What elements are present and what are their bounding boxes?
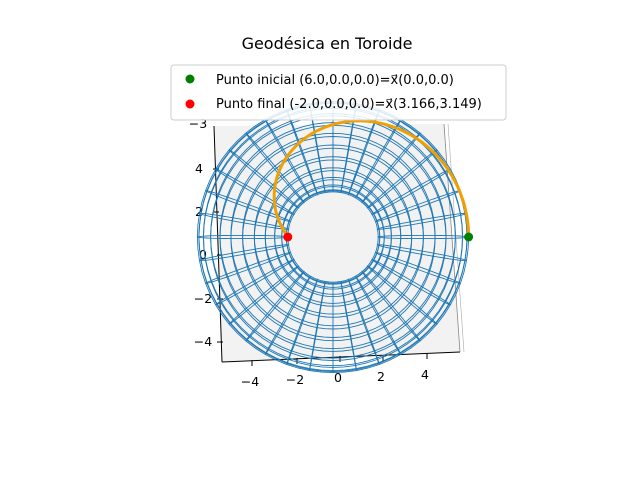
wire-parallel	[264, 170, 402, 307]
wire-parallel	[242, 147, 424, 330]
y-tick-label: 2	[195, 204, 203, 219]
x-tick-label: 2	[377, 369, 385, 384]
wire-parallel	[274, 179, 392, 298]
y-tick-label: 0	[199, 247, 207, 262]
y-tick-label: −2	[194, 291, 212, 306]
legend-label-end: Punto final (-2.0,0.0,0.0)=x⃗(3.166,3.14…	[216, 97, 482, 112]
y-axis-line	[213, 125, 223, 363]
wire-parallel	[203, 107, 463, 368]
wire-parallel	[198, 102, 468, 372]
wire-parallel	[281, 186, 385, 290]
y-tick-label: 4	[195, 161, 203, 176]
geodesic-path	[272, 119, 471, 240]
legend-marker-end	[185, 99, 195, 109]
end-point	[283, 232, 293, 242]
start-point	[464, 232, 474, 242]
x-tick-label: 0	[334, 370, 342, 385]
chart-title: Geodésica en Toroide	[242, 34, 413, 53]
legend-label-start: Punto inicial (6.0,0.0,0.0)=x⃗(0.0,0.0)	[216, 73, 454, 88]
wire-parallel	[210, 115, 456, 361]
y-tick-label: −4	[194, 334, 212, 349]
geodesic-path-group	[272, 119, 471, 240]
wire-parallel	[230, 136, 436, 342]
x-tick-label: 4	[421, 367, 429, 382]
legend-marker-start	[185, 74, 195, 84]
x-axis-line	[221, 351, 461, 363]
wire-parallel	[219, 124, 447, 352]
x-tick-label: −4	[241, 374, 259, 389]
legend-box	[170, 64, 507, 121]
x-tick-label: −2	[286, 372, 304, 387]
torus-wireframe	[196, 100, 470, 374]
endpoint-markers	[283, 232, 474, 242]
wire-parallel	[253, 159, 413, 318]
legend: Punto inicial (6.0,0.0,0.0)=x⃗(0.0,0.0) …	[170, 64, 507, 121]
